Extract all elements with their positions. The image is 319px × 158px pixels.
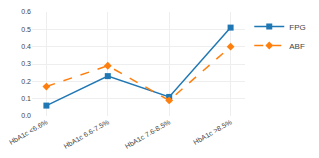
svg-text:FPG: FPG <box>289 23 305 32</box>
svg-text:0.0: 0.0 <box>21 112 31 119</box>
svg-text:0.4: 0.4 <box>21 43 31 50</box>
svg-text:HbA1c >8.5%: HbA1c >8.5% <box>192 118 233 146</box>
svg-text:ABF: ABF <box>289 42 305 51</box>
svg-text:0.6: 0.6 <box>21 8 31 15</box>
svg-text:HbA1c <6.6%: HbA1c <6.6% <box>8 118 49 146</box>
svg-text:HbA1c 7.6-8.5%: HbA1c 7.6-8.5% <box>124 118 172 150</box>
svg-text:0.2: 0.2 <box>21 78 31 85</box>
svg-text:0.1: 0.1 <box>21 95 31 102</box>
svg-text:0.3: 0.3 <box>21 60 31 67</box>
svg-text:0.5: 0.5 <box>21 26 31 33</box>
svg-text:HbA1c 6.6-7.5%: HbA1c 6.6-7.5% <box>62 118 110 150</box>
